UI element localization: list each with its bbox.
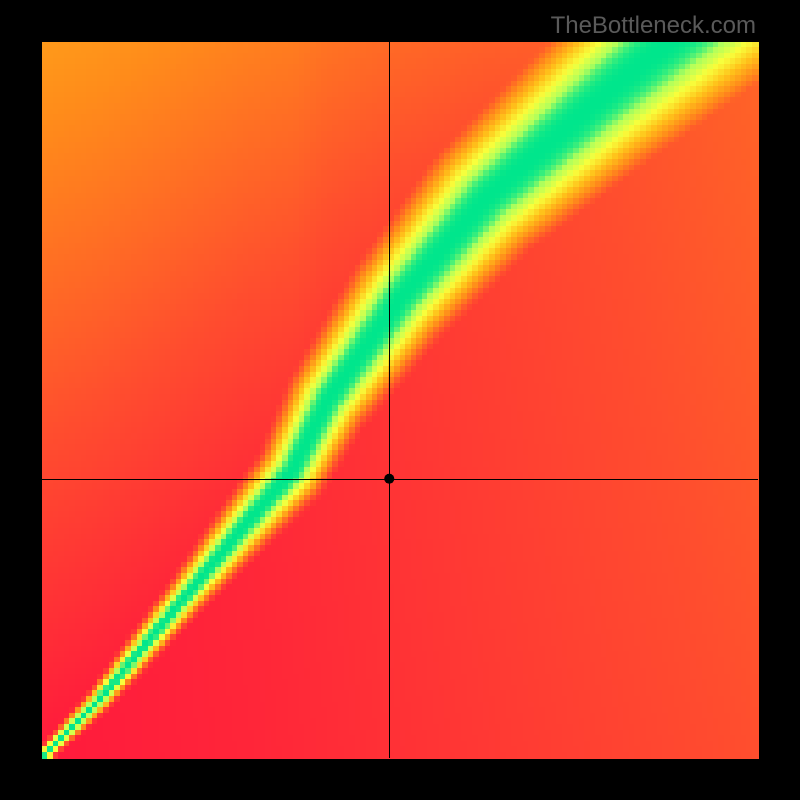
- chart-container: TheBottleneck.com: [0, 0, 800, 800]
- watermark-text: TheBottleneck.com: [551, 12, 756, 40]
- bottleneck-heatmap: [0, 0, 800, 800]
